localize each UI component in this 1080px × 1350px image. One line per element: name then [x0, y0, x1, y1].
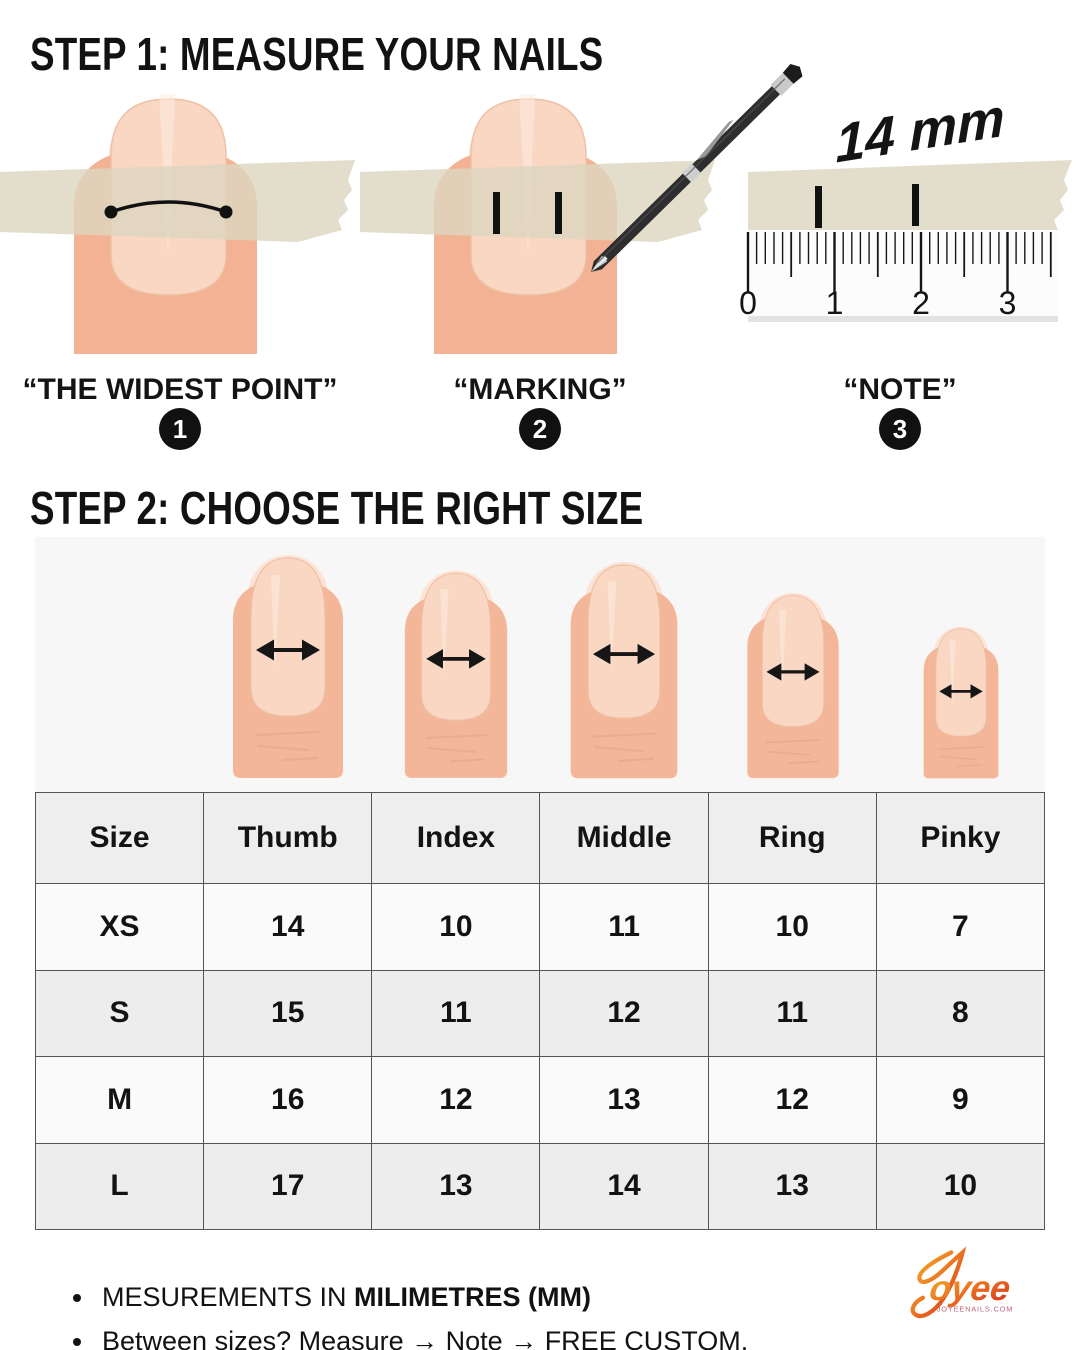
- svg-text:oyee: oyee: [927, 1269, 1013, 1308]
- svg-text:JOYEENAILS.COM: JOYEENAILS.COM: [937, 1304, 1014, 1313]
